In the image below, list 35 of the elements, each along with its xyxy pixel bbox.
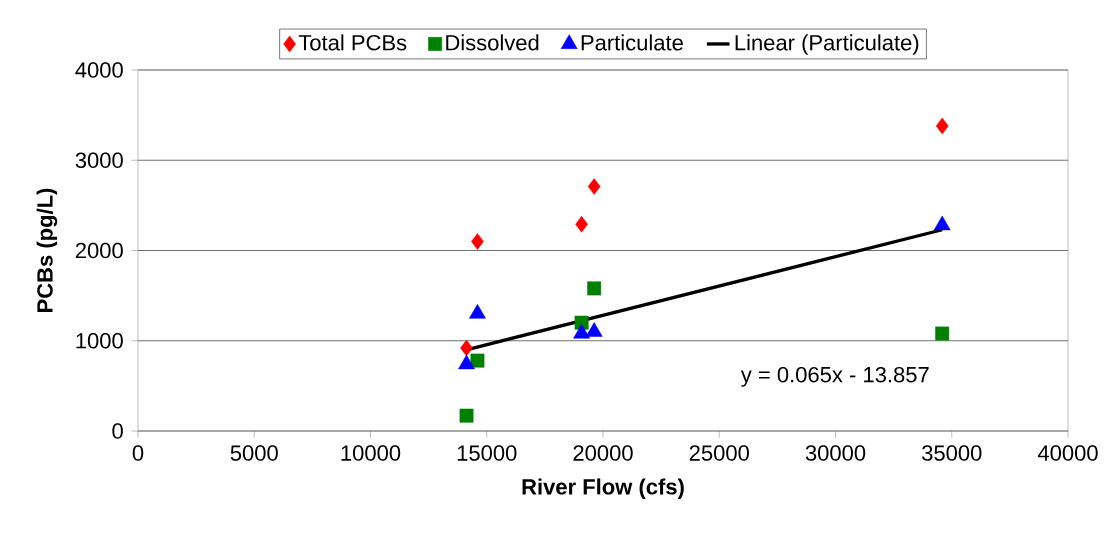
y-tick-label: 1000 (76, 332, 123, 349)
point (471, 233, 484, 250)
x-tick-label: 15000 (457, 445, 517, 461)
y-tick-label: 3000 (75, 152, 123, 169)
point (458, 354, 475, 370)
point (585, 322, 603, 337)
x-tick-label: 30000 (805, 445, 866, 461)
x-tick-label: 40000 (1037, 445, 1098, 461)
y-tick-label: 4000 (75, 62, 123, 78)
point (469, 304, 486, 319)
legend-label: Particulate (581, 34, 683, 51)
point (575, 216, 588, 233)
legend-label: Linear (Particulate) (735, 34, 919, 55)
point (459, 408, 474, 423)
legend-label: Total PCBs (298, 34, 407, 51)
y-tick-label: 2000 (75, 242, 123, 259)
legend-label: Dissolved (446, 34, 539, 51)
point (935, 117, 949, 135)
x-tick-label: 35000 (922, 445, 982, 461)
point (935, 326, 950, 341)
y-axis-title: PCBs (pg/L) (36, 188, 58, 312)
point (470, 353, 485, 368)
x-axis-title: River Flow (cfs) (522, 478, 684, 499)
point (573, 323, 590, 339)
annotation: y = 0.065x - 13.857 (740, 366, 929, 387)
x-tick-label: 5000 (230, 445, 278, 461)
y-tick-label: 0 (112, 423, 123, 439)
point (933, 215, 951, 231)
x-tick-label: 0 (132, 445, 144, 461)
x-tick-label: 20000 (573, 445, 633, 461)
point (587, 281, 602, 296)
point (460, 339, 473, 357)
x-tick-label: 25000 (689, 445, 749, 461)
x-tick-label: 10000 (341, 445, 401, 461)
point (587, 178, 601, 195)
